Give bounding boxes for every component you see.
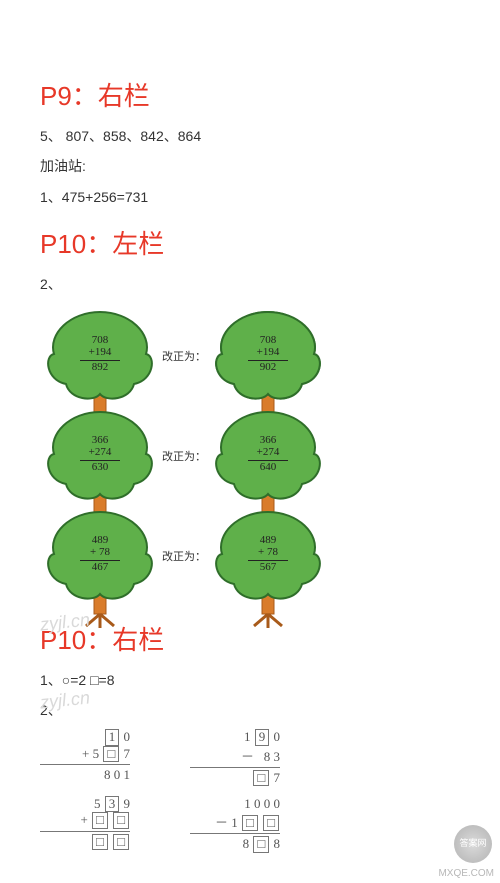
math-area: 1 0 + 5 □ 7 8 0 1 1 9 0 － 8 3 □ 7 5 3 9 … xyxy=(40,729,460,852)
tree-sum: 630 xyxy=(40,461,160,474)
tree-b: +274 xyxy=(40,446,160,459)
math-col-1a: 1 0 + 5 □ 7 8 0 1 xyxy=(40,729,130,786)
tree-label: 489 + 78 467 xyxy=(40,534,160,574)
footer-watermark: MXQE.COM xyxy=(438,868,494,879)
math-col-2a: 5 3 9 + □ □ □ □ xyxy=(40,796,130,853)
tree-b: +194 xyxy=(208,346,328,359)
heading-p9: P9：右栏 xyxy=(40,76,460,113)
tree-label: 366 +274 630 xyxy=(40,434,160,474)
math-col-2b: 1 0 0 0 － 1 □ □ 8 □ 8 xyxy=(190,796,280,853)
p10right-line2: 2、 xyxy=(40,699,460,721)
box-digit: 3 xyxy=(105,796,120,812)
tree-a: 708 xyxy=(208,334,328,347)
tree-grid: 708 +194 892 改正为： 708 +194 902 xyxy=(40,304,460,604)
tree-row: 489 + 78 467 改正为： 489 + 78 567 xyxy=(40,504,460,629)
math-row-1: 1 0 + 5 □ 7 8 0 1 1 9 0 － 8 3 □ 7 xyxy=(40,729,460,786)
tree-label: 708 +194 902 xyxy=(208,334,328,374)
tree-b: + 78 xyxy=(208,546,328,559)
p9-line2: 加油站: xyxy=(40,155,460,177)
tree-sum: 640 xyxy=(208,461,328,474)
heading-p10-left: P10：左栏 xyxy=(40,224,460,261)
arrow-label: 改正为： xyxy=(162,448,206,464)
p9-line1: 5、 807、858、842、864 xyxy=(40,125,460,147)
tree-sum: 892 xyxy=(40,361,160,374)
tree-a: 366 xyxy=(40,434,160,447)
tree-label: 489 + 78 567 xyxy=(208,534,328,574)
tree-wrong-3: 489 + 78 467 xyxy=(40,504,160,629)
tree-a: 366 xyxy=(208,434,328,447)
tree-a: 708 xyxy=(40,334,160,347)
tree-a: 489 xyxy=(208,534,328,547)
tree-label: 708 +194 892 xyxy=(40,334,160,374)
arrow-label: 改正为： xyxy=(162,548,206,564)
tree-b: + 78 xyxy=(40,546,160,559)
tree-sum: 567 xyxy=(208,561,328,574)
p10right-line1: 1、○=2 □=8 xyxy=(40,669,460,691)
box-digit: 9 xyxy=(255,729,270,745)
arrow-label: 改正为： xyxy=(162,348,206,364)
p9-line3: 1、475+256=731 xyxy=(40,186,460,208)
tree-a: 489 xyxy=(40,534,160,547)
math-col-1b: 1 9 0 － 8 3 □ 7 xyxy=(190,729,280,786)
math-row-2: 5 3 9 + □ □ □ □ 1 0 0 0 － 1 □ □ 8 □ 8 xyxy=(40,796,460,853)
tree-sum: 467 xyxy=(40,561,160,574)
box-digit: 1 xyxy=(105,729,120,745)
tree-right-3: 489 + 78 567 xyxy=(208,504,328,629)
p10left-line1: 2、 xyxy=(40,273,460,295)
footer-badge: 答案网 xyxy=(454,825,492,863)
tree-b: +194 xyxy=(40,346,160,359)
tree-sum: 902 xyxy=(208,361,328,374)
tree-label: 366 +274 640 xyxy=(208,434,328,474)
tree-b: +274 xyxy=(208,446,328,459)
